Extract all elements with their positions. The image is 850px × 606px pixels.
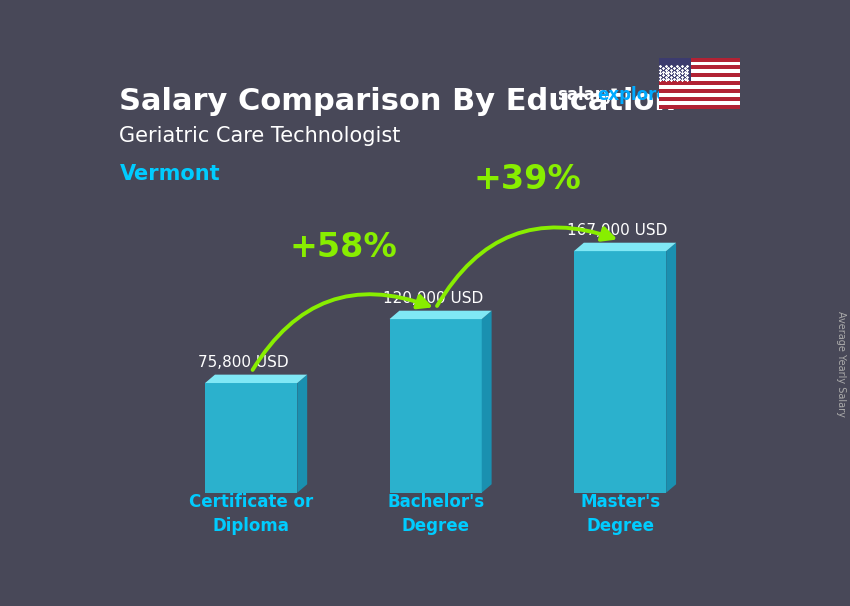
Text: 120,000 USD: 120,000 USD: [382, 291, 483, 306]
Text: 75,800 USD: 75,800 USD: [198, 355, 289, 370]
Polygon shape: [659, 81, 740, 85]
Polygon shape: [205, 375, 307, 383]
Polygon shape: [298, 375, 307, 493]
Polygon shape: [659, 58, 740, 62]
Text: +39%: +39%: [474, 163, 581, 196]
Polygon shape: [659, 93, 740, 97]
Text: .com: .com: [658, 86, 704, 104]
Polygon shape: [659, 58, 691, 81]
Polygon shape: [659, 105, 740, 109]
Polygon shape: [659, 65, 740, 70]
Polygon shape: [659, 78, 740, 81]
Polygon shape: [666, 243, 676, 493]
Text: +58%: +58%: [290, 231, 397, 264]
Text: Geriatric Care Technologist: Geriatric Care Technologist: [119, 127, 401, 147]
Polygon shape: [659, 70, 740, 73]
Text: Average Yearly Salary: Average Yearly Salary: [836, 311, 846, 416]
Polygon shape: [574, 251, 666, 493]
Polygon shape: [574, 243, 676, 251]
Polygon shape: [659, 73, 740, 78]
Polygon shape: [659, 62, 740, 65]
Text: 167,000 USD: 167,000 USD: [568, 223, 668, 238]
Text: Bachelor's
Degree: Bachelor's Degree: [387, 493, 484, 534]
Polygon shape: [482, 311, 491, 493]
Text: Vermont: Vermont: [119, 164, 220, 184]
Polygon shape: [659, 97, 740, 101]
Text: salary: salary: [558, 86, 615, 104]
Polygon shape: [659, 85, 740, 89]
Text: Certificate or
Diploma: Certificate or Diploma: [189, 493, 314, 534]
Polygon shape: [659, 101, 740, 105]
Polygon shape: [389, 319, 482, 493]
Polygon shape: [659, 89, 740, 93]
Text: Salary Comparison By Education: Salary Comparison By Education: [119, 87, 677, 116]
Polygon shape: [205, 383, 298, 493]
Text: Master's
Degree: Master's Degree: [580, 493, 660, 534]
Text: explorer: explorer: [598, 86, 677, 104]
Polygon shape: [389, 311, 491, 319]
